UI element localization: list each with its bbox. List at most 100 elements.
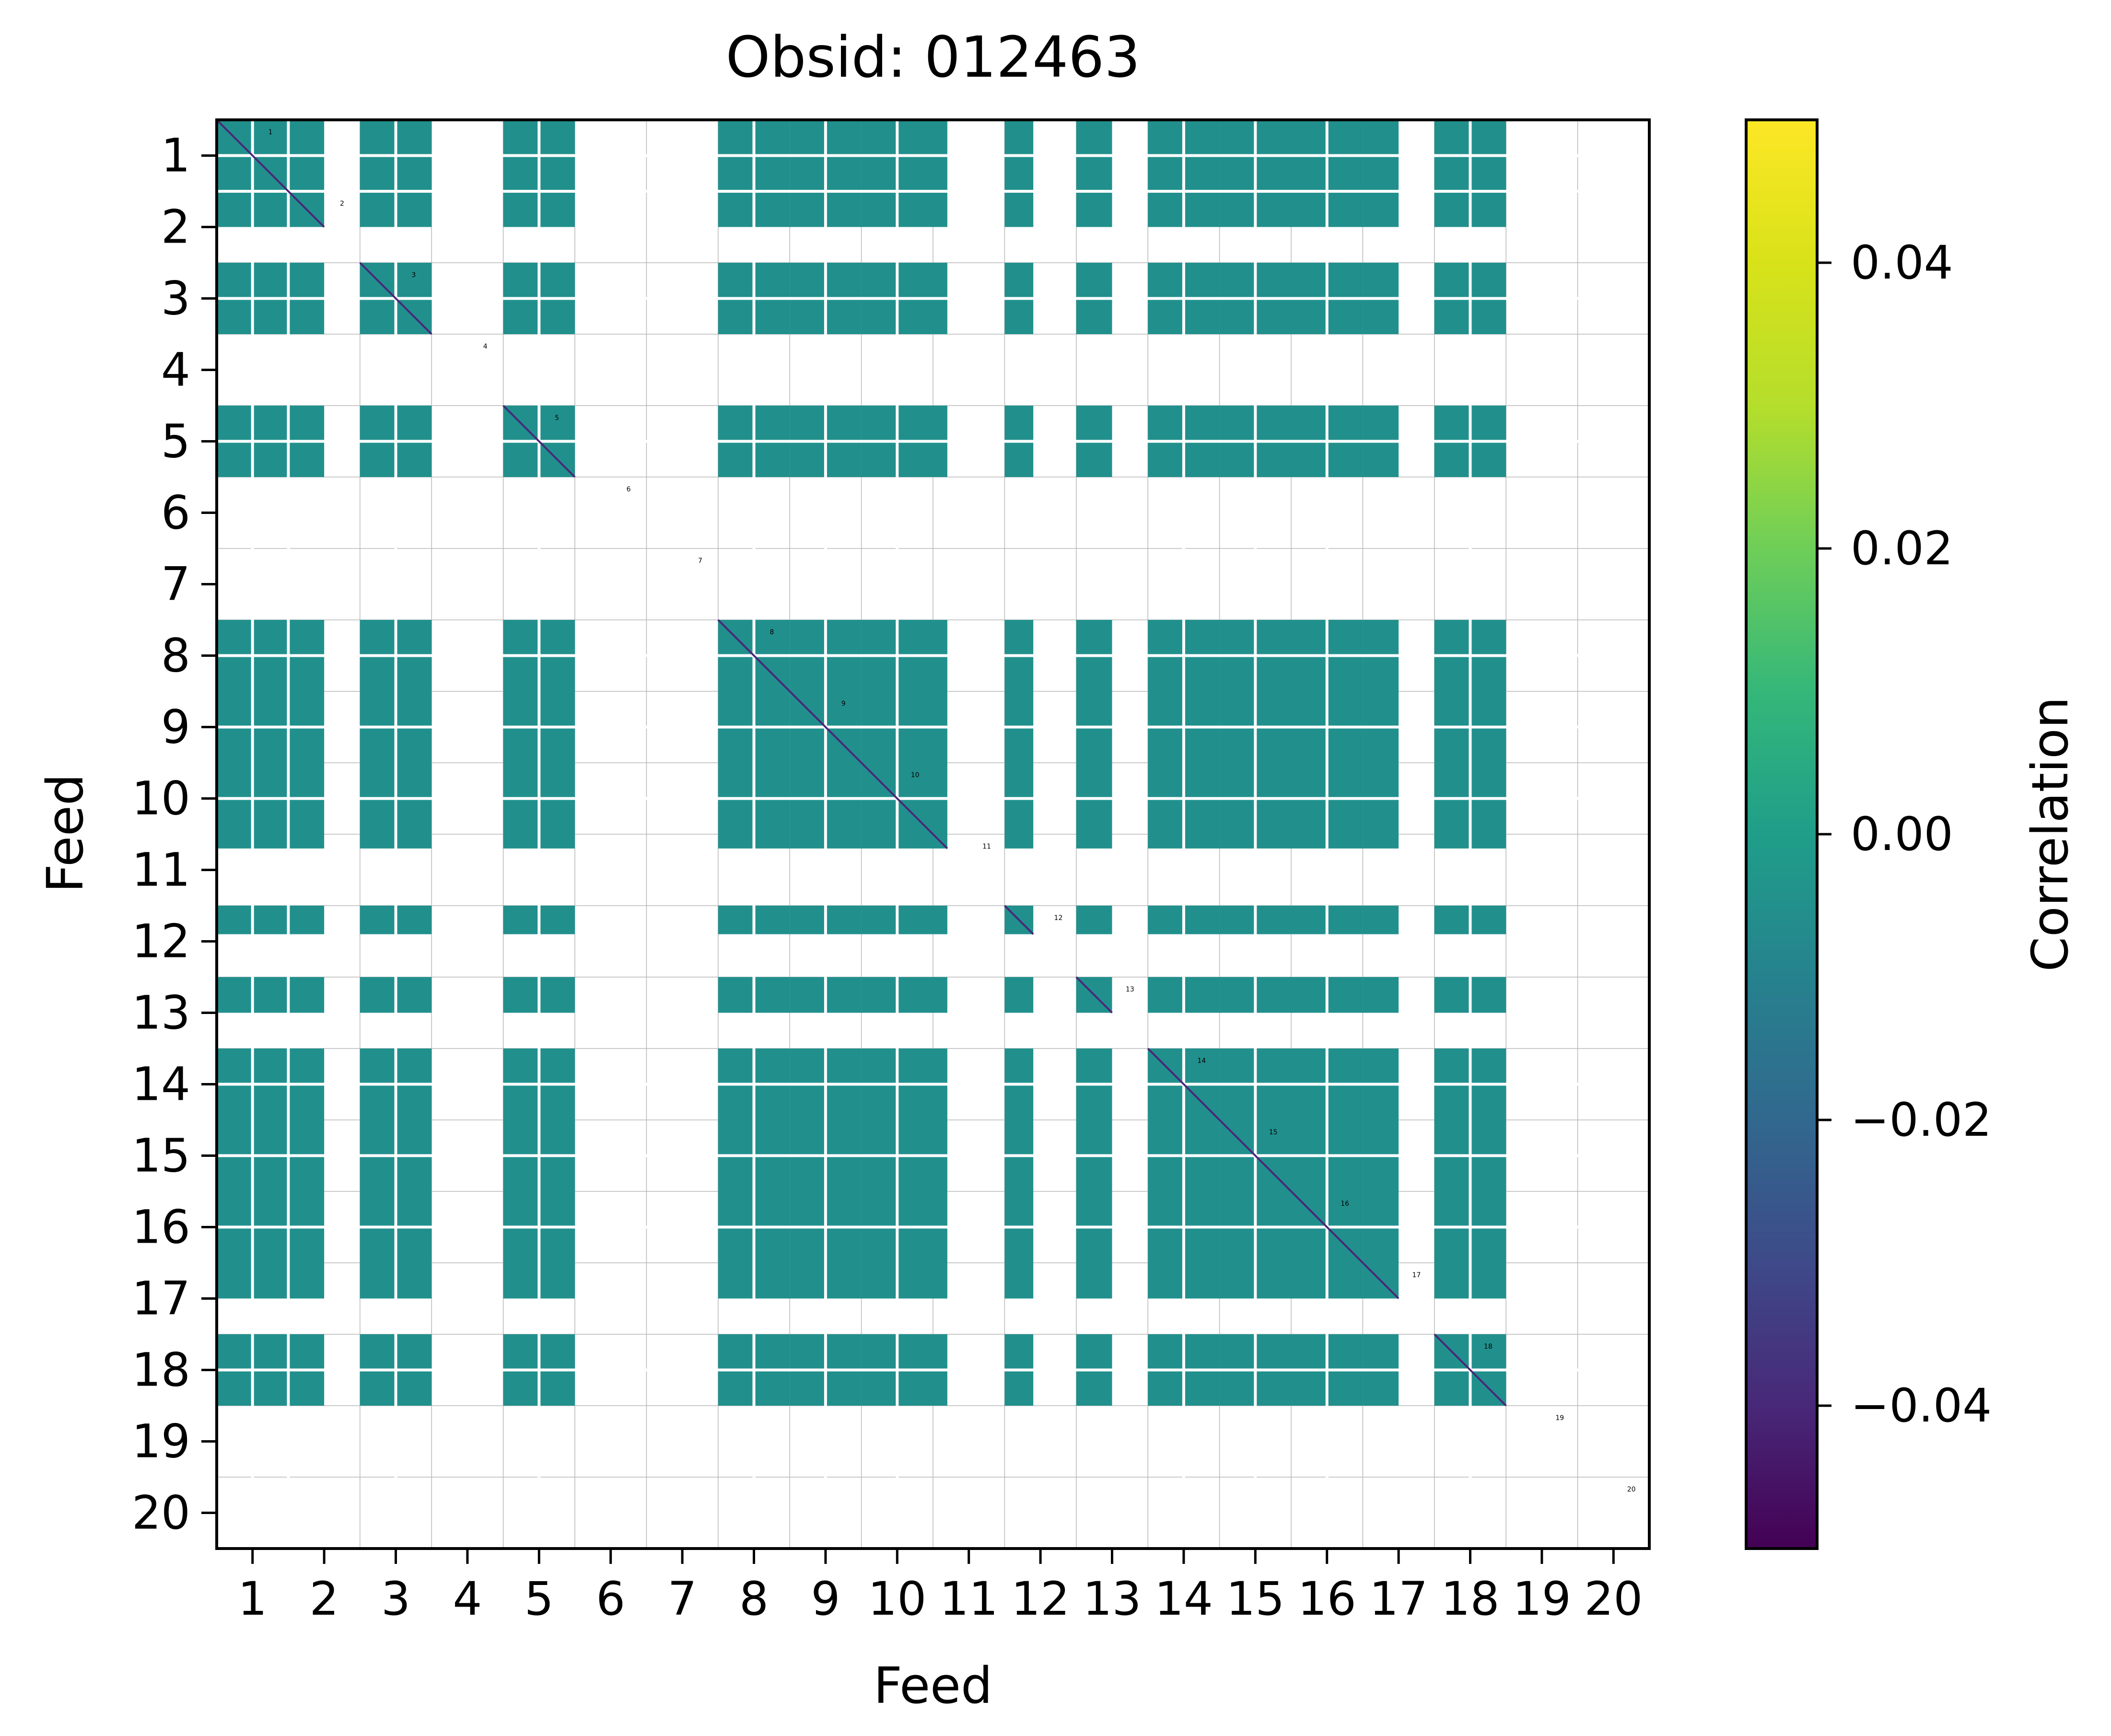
diagonal-label-f4: 4 [483,343,488,350]
x-tick-label-10: 10 [868,1572,926,1626]
diagonal-label-f1: 1 [268,128,273,136]
heatmap-cell-f11-f13 [1076,834,1112,849]
diagonal-line-f9 [789,690,863,764]
heatmap-cell-f17-f11 [933,1263,947,1299]
x-tick-label-17: 17 [1369,1572,1428,1626]
y-tick-label-20: 20 [132,1486,190,1540]
x-tick-label-13: 13 [1083,1572,1141,1626]
heatmap-cell-f12-f17 [1363,906,1399,934]
y-tick-label-11: 11 [132,843,190,897]
x-tick-label-3: 3 [381,1572,410,1626]
diagonal-line-f8 [717,619,791,692]
diagonal-label-f18: 18 [1484,1343,1493,1351]
heatmap-cell-f11-f1 [217,834,325,849]
colorbar-tick-label: 0.02 [1851,522,1953,575]
diagonal-label-f19: 19 [1555,1414,1564,1422]
x-tick-label-14: 14 [1155,1572,1213,1626]
y-tick-label-3: 3 [161,272,190,326]
diagonal-line-f12 [1003,905,1034,935]
diagonal-line-group [217,120,1507,1407]
diagonal-line-f3 [359,262,432,335]
diagonal-label-f10: 10 [911,771,920,779]
colorbar-label: Correlation [2021,697,2079,971]
plot-frame [215,118,1651,1550]
y-tick-label-5: 5 [161,415,190,468]
x-axis-ticks: 1 2 3 4 5 6 7 8 9 10 11 12 13 14 15 16 17 18 19 20 [238,1549,1643,1626]
heatmap-cell-f12-f1 [217,906,325,934]
colorbar-tick-label: −0.04 [1851,1379,1992,1433]
heatmap-cell-f1-f11 [933,120,947,227]
y-tick-label-7: 7 [161,558,190,611]
x-axis-label: Feed [874,1656,992,1715]
colorbar-tick-label: 0.00 [1851,807,1953,861]
y-tick-label-12: 12 [132,915,190,968]
diagonal-line-f15 [1219,1119,1292,1192]
colorbar: 0.04 0.02 0.00 −0.02 −0.04 Correlation [1745,118,2079,1550]
y-tick-label-18: 18 [132,1343,190,1397]
diagonal-label-f3: 3 [411,271,416,279]
chart-title: Obsid: 012463 [726,24,1141,90]
heatmap-cell-f13-f11 [933,977,947,1013]
x-tick-label-12: 12 [1011,1572,1070,1626]
x-tick-label-15: 15 [1226,1572,1284,1626]
y-tick-label-1: 1 [161,129,190,183]
y-axis-label: Feed [36,774,94,893]
diagonal-label-f6: 6 [627,486,631,493]
diagonal-label-f16: 16 [1341,1200,1349,1208]
x-tick-label-11: 11 [940,1572,998,1626]
colorbar-tick-label: 0.04 [1851,236,1953,290]
diagonal-label-f14: 14 [1197,1057,1206,1065]
heatmap-cell-f12-f13 [1076,906,1112,934]
y-tick-label-13: 13 [132,986,190,1040]
y-tick-label-2: 2 [161,200,190,254]
y-tick-label-6: 6 [161,486,190,540]
diagonal-label-f5: 5 [555,414,559,422]
heatmap-cell-f13-f1 [217,977,325,1013]
diagonal-label-f17: 17 [1412,1271,1421,1279]
colorbar-ticks: 0.04 0.02 0.00 −0.02 −0.04 [1817,236,1992,1433]
diagonal-line-f13 [1075,976,1113,1014]
heatmap-cell-f11-f12 [1004,834,1034,849]
y-tick-label-9: 9 [161,700,190,754]
diagonal-label-f2: 2 [340,200,344,208]
y-tick-label-19: 19 [132,1415,190,1468]
x-tick-label-18: 18 [1441,1572,1499,1626]
y-tick-label-14: 14 [132,1058,190,1111]
colorbar-tick-label: −0.02 [1851,1093,1992,1147]
y-tick-label-10: 10 [132,772,190,826]
heatmap-cell-f13-f12 [1004,977,1034,1013]
heatmap-cell-f1-f17 [1363,120,1399,227]
x-tick-label-2: 2 [310,1572,339,1626]
x-tick-label-7: 7 [668,1572,697,1626]
diagonal-label-f15: 15 [1269,1129,1278,1136]
diagonal-label-f20: 20 [1627,1486,1636,1493]
y-tick-label-17: 17 [132,1272,190,1326]
y-tick-label-16: 16 [132,1200,190,1254]
diagonal-line-f17 [1362,1262,1400,1299]
diagonal-label-f9: 9 [841,700,846,708]
colorbar-gradient [1745,118,1819,1550]
diagonal-label-f8: 8 [770,629,774,636]
heatmap-cell-f17-f13 [1076,1263,1112,1299]
diagonal-label-f12: 12 [1054,914,1063,922]
heatmap-cell-f17-f12 [1004,1263,1034,1299]
diagonal-label-f11: 11 [982,843,991,851]
x-tick-label-4: 4 [453,1572,482,1626]
heatmap-cell-f1-f13 [1076,120,1112,227]
y-tick-label-15: 15 [132,1129,190,1183]
x-tick-label-6: 6 [596,1572,625,1626]
diagonal-line-f11 [932,833,948,850]
x-tick-label-1: 1 [238,1572,267,1626]
diagonal-label-f7: 7 [698,557,702,565]
heatmap-cell-f13-f17 [1363,977,1399,1013]
diagonal-line-f10 [861,762,934,835]
x-tick-label-20: 20 [1584,1572,1643,1626]
heatmap-cell-f17-f1 [217,1263,325,1299]
diagonal-line-f1 [217,120,325,228]
diagonal-line-f16 [1290,1190,1364,1264]
y-tick-label-4: 4 [161,343,190,397]
